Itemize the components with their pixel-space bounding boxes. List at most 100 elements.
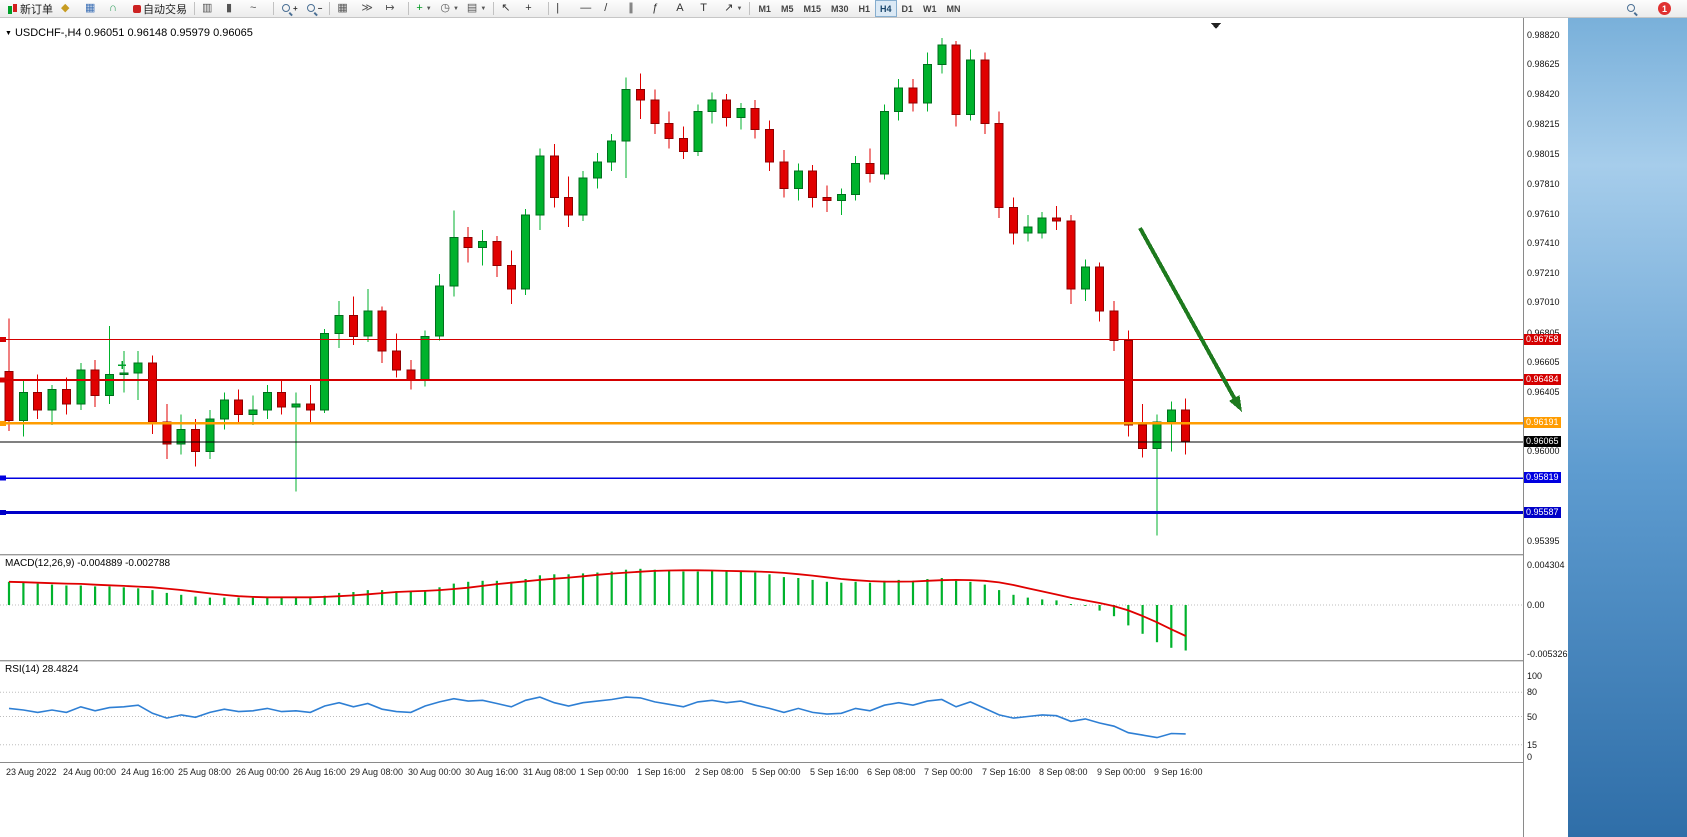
- time-tick-label: 1 Sep 00:00: [580, 767, 629, 777]
- toolbar-separator: [749, 2, 751, 15]
- toolbar-separator: [548, 2, 550, 15]
- chart-candles-icon: ▮: [226, 2, 233, 14]
- text-button[interactable]: A: [672, 0, 696, 18]
- periods-button[interactable]: ◷ ▼: [436, 0, 463, 18]
- rsi-tick-label: 100: [1527, 671, 1543, 681]
- zoom-in-button[interactable]: +: [277, 0, 302, 18]
- price-tick-label: 0.98015: [1527, 149, 1560, 159]
- line-handle: [0, 420, 6, 426]
- data-window-icon: ▦: [85, 2, 96, 14]
- price-chart-canvas[interactable]: [0, 18, 1523, 554]
- price-tick-label: 0.96405: [1527, 387, 1560, 397]
- price-line-label: 0.96758: [1524, 334, 1561, 345]
- crosshair-button[interactable]: +: [521, 0, 545, 18]
- channel-button[interactable]: ∥: [624, 0, 648, 18]
- rsi-line: [8, 696, 1186, 739]
- sound-button[interactable]: ∩: [105, 0, 129, 18]
- chart-bars-icon: ▥: [202, 2, 213, 14]
- timeframe-m30-button[interactable]: M30: [830, 3, 849, 14]
- auto-trading-button[interactable]: 自动交易: [129, 0, 191, 18]
- fibonacci-button[interactable]: ƒ: [648, 0, 672, 18]
- toolbar-separator: [329, 2, 331, 15]
- zoom-in-icon: [281, 3, 293, 15]
- zoom-out-button[interactable]: −: [302, 0, 327, 18]
- timeframe-d1-button[interactable]: D1: [901, 3, 914, 14]
- chart-shift-button[interactable]: ↦: [381, 0, 405, 18]
- price-tick-label: 0.95395: [1527, 536, 1560, 546]
- rsi-chart-canvas[interactable]: [0, 662, 1523, 762]
- horizontal-line-button[interactable]: —: [576, 0, 600, 18]
- price-tick-label: 0.98625: [1527, 59, 1560, 69]
- chart-bars-button[interactable]: ▥: [198, 0, 222, 18]
- time-tick-label: 29 Aug 08:00: [350, 767, 404, 777]
- toolbar-separator: [493, 2, 495, 15]
- price-axis[interactable]: 0.98820 0.98625 0.98420 0.98215 0.98015 0.978…: [1523, 18, 1568, 837]
- timeframe-m1-button[interactable]: M1: [758, 3, 771, 14]
- chart-candles-button[interactable]: ▮: [222, 0, 246, 18]
- rsi-tick-label: 15: [1527, 740, 1538, 750]
- market-watch-icon: ◆: [61, 2, 70, 14]
- indicators-button[interactable]: + ▼: [412, 0, 436, 18]
- new-order-label: 新订单: [20, 3, 53, 16]
- market-watch-button[interactable]: ◆: [57, 0, 81, 18]
- search-button[interactable]: [1622, 0, 1646, 18]
- panel-separator[interactable]: [0, 554, 1568, 556]
- time-tick-label: 1 Sep 16:00: [637, 767, 686, 777]
- price-tick-label: 0.97610: [1527, 209, 1560, 219]
- auto-scroll-button[interactable]: ≫: [357, 0, 381, 18]
- indicators-caret-icon: ▼: [425, 5, 432, 12]
- text-label-button[interactable]: T: [696, 0, 720, 18]
- rsi-indicator-label: RSI(14) 28.4824: [5, 664, 78, 675]
- crosshair-icon: +: [525, 2, 532, 14]
- time-tick-label: 5 Sep 00:00: [752, 767, 801, 777]
- timeframe-mn-button[interactable]: MN: [946, 3, 961, 14]
- chart-line-button[interactable]: ~: [246, 0, 270, 18]
- notification-badge: 1: [1658, 2, 1671, 15]
- rsi-name: RSI(14): [5, 664, 40, 675]
- trend-arrow-annotation[interactable]: [1138, 227, 1242, 412]
- price-line-label: 0.96191: [1524, 417, 1561, 428]
- data-window-button[interactable]: ▦: [81, 0, 105, 18]
- price-tick-label: 0.96605: [1527, 357, 1560, 367]
- chart-window[interactable]: ▼ USDCHF-,H4 0.96051 0.96148 0.95979 0.96…: [0, 18, 1568, 837]
- timeframe-m15-button[interactable]: M15: [803, 3, 821, 14]
- macd-chart-canvas[interactable]: [0, 556, 1523, 660]
- timeframe-m5-button[interactable]: M5: [780, 3, 794, 14]
- rsi-tick-label: 80: [1527, 687, 1538, 697]
- trend-line-button[interactable]: /: [600, 0, 624, 18]
- zoom-out-icon: [306, 3, 318, 15]
- timeframe-h1-button[interactable]: H1: [858, 3, 871, 14]
- timeframe-w1-button[interactable]: W1: [923, 3, 937, 14]
- price-tick-label: 0.96805: [1527, 328, 1560, 338]
- new-order-button[interactable]: 新订单: [3, 0, 57, 18]
- search-icon: [1626, 3, 1638, 15]
- time-tick-label: 26 Aug 16:00: [293, 767, 347, 777]
- notifications-button[interactable]: 1: [1654, 0, 1678, 18]
- line-handle: [0, 337, 6, 342]
- time-tick-label: 7 Sep 16:00: [982, 767, 1031, 777]
- chart-title: ▼ USDCHF-,H4 0.96051 0.96148 0.95979 0.96…: [5, 27, 253, 39]
- trend-line-icon: /: [604, 2, 608, 14]
- cursor-button[interactable]: ↖: [497, 0, 521, 18]
- price-tick-label: 0.97010: [1527, 297, 1560, 307]
- chart-end-marker-icon: [1211, 23, 1221, 29]
- tile-windows-button[interactable]: ▦: [333, 0, 357, 18]
- panel-separator[interactable]: [0, 660, 1568, 662]
- plus-marker-annotation: [118, 361, 126, 369]
- time-axis[interactable]: 23 Aug 2022 24 Aug 00:00 24 Aug 16:00 25 Au…: [0, 762, 1523, 785]
- symbol-period-label: USDCHF-,H4: [14, 27, 82, 39]
- vertical-line-button[interactable]: |: [552, 0, 576, 18]
- time-tick-label: 9 Sep 00:00: [1097, 767, 1146, 777]
- timeframe-h4-button[interactable]: H4: [875, 0, 897, 17]
- templates-icon: ▤: [466, 2, 478, 14]
- templates-button[interactable]: ▤ ▼: [463, 0, 490, 18]
- channel-icon: ∥: [628, 2, 634, 14]
- text-label-icon: T: [700, 2, 707, 14]
- collapse-icon[interactable]: ▼: [5, 30, 12, 37]
- toolbar-separator: [408, 2, 410, 15]
- cursor-icon: ↖: [501, 2, 511, 14]
- time-tick-label: 9 Sep 16:00: [1154, 767, 1203, 777]
- horizontal-lines[interactable]: [0, 337, 1523, 515]
- arrows-tool-button[interactable]: ↗ ▼: [720, 0, 746, 18]
- time-tick-label: 23 Aug 2022: [6, 767, 57, 777]
